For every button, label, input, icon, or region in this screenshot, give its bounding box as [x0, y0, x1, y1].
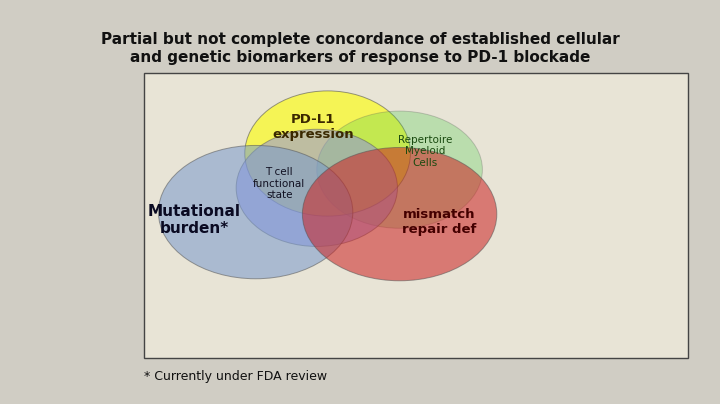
Text: * Currently under FDA review: * Currently under FDA review	[144, 370, 327, 383]
Text: Repertoire
Myeloid
Cells: Repertoire Myeloid Cells	[397, 135, 452, 168]
Text: PD-L1
expression: PD-L1 expression	[272, 113, 354, 141]
Text: Partial but not complete concordance of established cellular
and genetic biomark: Partial but not complete concordance of …	[101, 32, 619, 65]
Text: T cell
functional
state: T cell functional state	[253, 167, 305, 200]
Bar	[144, 73, 688, 358]
Text: Mutational
burden*: Mutational burden*	[148, 204, 241, 236]
Ellipse shape	[302, 147, 497, 281]
Text: mismatch
repair def: mismatch repair def	[402, 208, 477, 236]
Ellipse shape	[245, 91, 410, 216]
Ellipse shape	[317, 111, 482, 228]
Ellipse shape	[158, 145, 353, 279]
Ellipse shape	[236, 129, 397, 246]
